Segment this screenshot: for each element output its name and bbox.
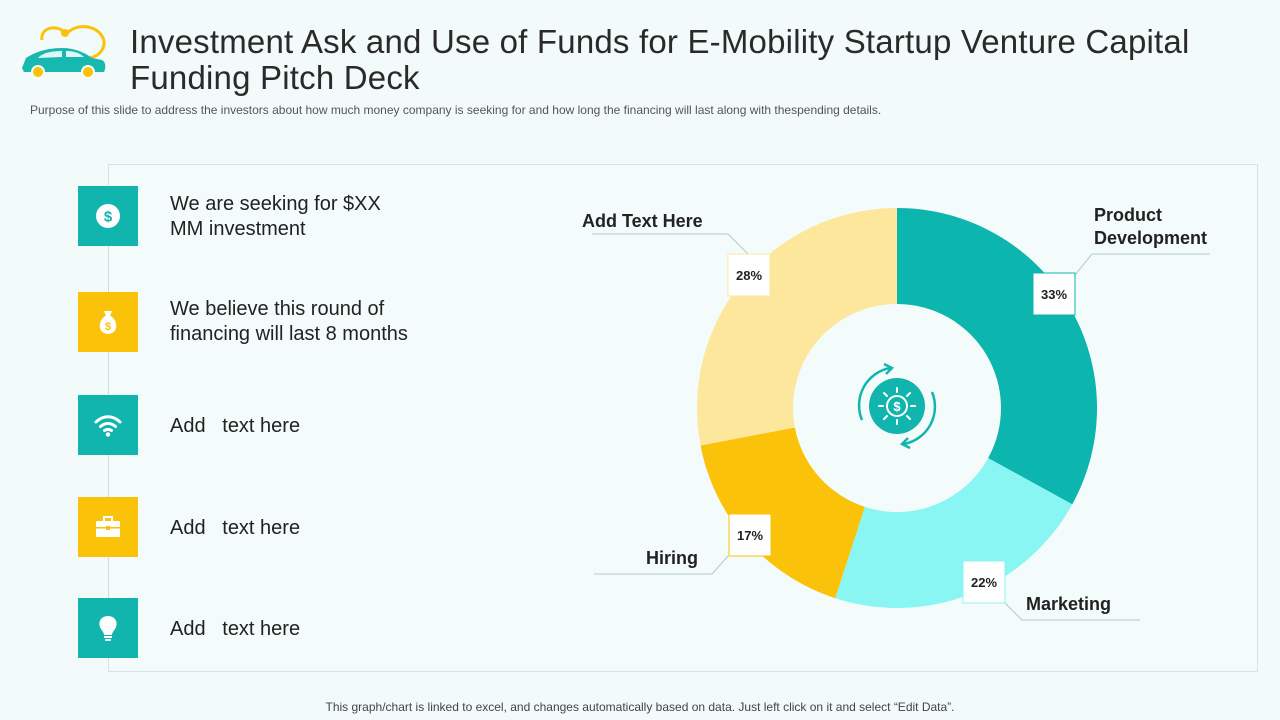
feature-icon-box-3 (78, 395, 138, 455)
donut-slice-add-text-here[interactable] (697, 208, 897, 446)
category-label-product-development: Product (1094, 205, 1162, 225)
dollar-cycle-icon: $ (857, 362, 937, 450)
dollar-icon: $ (96, 204, 120, 228)
leader-line-add-text-here-2 (727, 233, 749, 255)
briefcase-icon (96, 516, 120, 537)
feature-icon-box-1: $ (78, 186, 138, 246)
feature-text-2: We believe this round of financing will … (170, 298, 408, 345)
category-label-hiring: Hiring (646, 548, 698, 568)
svg-text:$: $ (105, 321, 111, 333)
page-subtitle: Purpose of this slide to address the inv… (30, 103, 882, 117)
leader-line-marketing (1003, 601, 1023, 621)
value-box-hiring (728, 513, 772, 557)
value-box-add-text-here (727, 253, 771, 297)
category-label-marketing: Marketing (1026, 594, 1111, 614)
value-label-marketing: 22% (971, 575, 997, 590)
feature-icon-box-5 (78, 598, 138, 658)
page-title: Investment Ask and Use of Funds for E-Mo… (130, 23, 1190, 96)
value-box-marketing (962, 560, 1006, 604)
value-label-hiring: 17% (737, 528, 763, 543)
category-label-add-text-here: Add Text Here (582, 211, 703, 231)
donut-slice-product-development[interactable] (897, 208, 1097, 505)
donut-slice-marketing[interactable] (835, 458, 1073, 609)
category-label-product-development-line1: Product Development (1094, 205, 1207, 248)
value-box-product-development (1032, 272, 1076, 316)
value-label-add-text-here: 28% (736, 268, 762, 283)
feature-text-3: Add text here (170, 415, 301, 437)
feature-text-5: Add text here (170, 618, 301, 640)
leader-line-product-development (1074, 253, 1093, 276)
svg-text:$: $ (104, 209, 113, 226)
money-bag-icon: $ (99, 311, 117, 334)
value-label-product-development: 33% (1041, 287, 1067, 302)
donut-slice-hiring[interactable] (700, 427, 865, 599)
footer-note: This graph/chart is linked to excel, and… (325, 700, 955, 714)
svg-text:$: $ (893, 399, 901, 414)
feature-icon-box-2: $ (78, 292, 138, 352)
feature-text-4: Add text here (170, 517, 301, 539)
feature-icon-box-4 (78, 497, 138, 557)
leader-line-hiring-2 (711, 555, 729, 575)
e-car-logo-icon (22, 25, 106, 79)
wifi-icon (94, 415, 122, 437)
lightbulb-icon (99, 616, 117, 641)
feature-text-1: We are seeking for $XX MM investment (170, 193, 381, 240)
